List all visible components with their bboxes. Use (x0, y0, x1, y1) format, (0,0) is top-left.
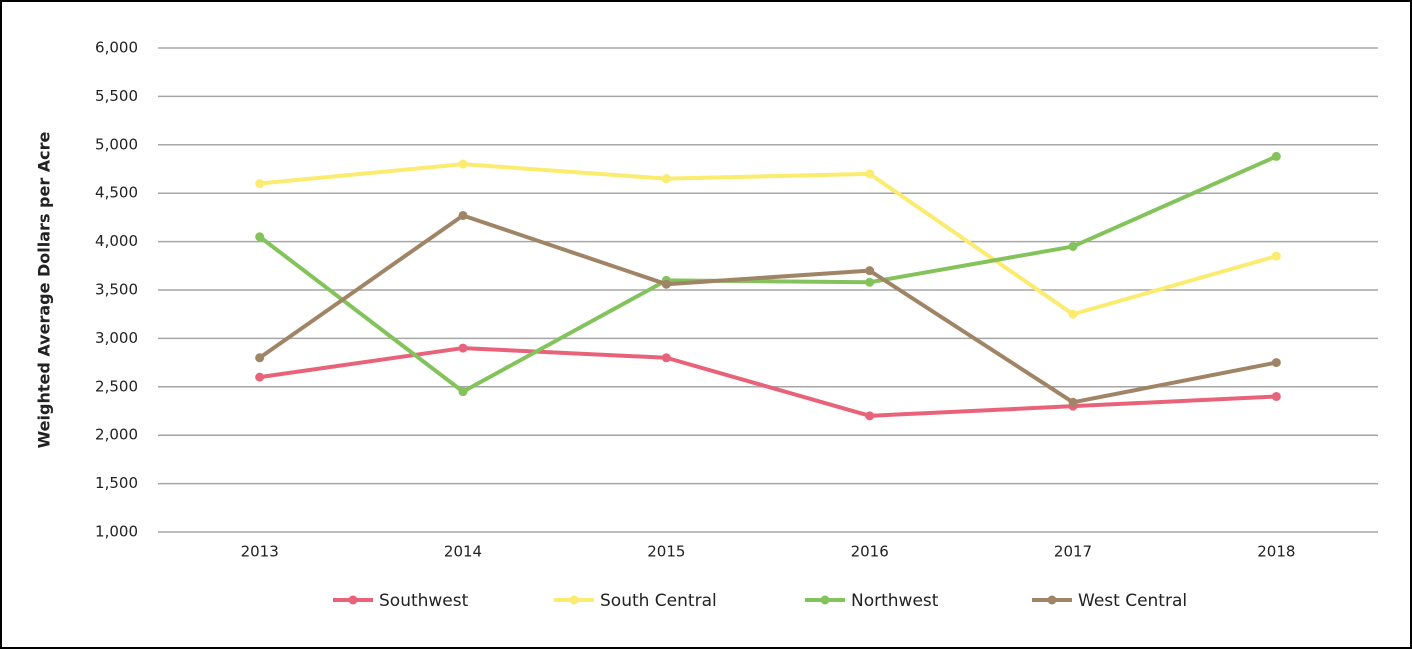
legend-label: Southwest (379, 591, 469, 611)
point (458, 210, 468, 220)
point (1271, 251, 1281, 261)
point (661, 353, 671, 363)
point (458, 387, 468, 397)
point (1068, 241, 1078, 251)
y-tick-label: 5,000 (95, 135, 138, 153)
legend-label: South Central (600, 591, 717, 611)
y-tick-label: 2,500 (95, 377, 138, 395)
legend-marker (348, 595, 358, 605)
point (865, 266, 875, 276)
point (255, 372, 265, 382)
point (865, 169, 875, 179)
x-tick-label: 2016 (851, 543, 889, 561)
y-tick-label: 6,000 (95, 39, 138, 57)
y-tick-label: 1,000 (95, 523, 138, 541)
point (865, 277, 875, 287)
y-tick-label: 4,500 (95, 184, 138, 202)
point (458, 343, 468, 353)
x-tick-label: 2015 (647, 543, 685, 561)
point (1271, 391, 1281, 401)
series-line (259, 162, 1277, 317)
point (865, 411, 875, 421)
point (1271, 151, 1281, 161)
y-tick-label: 2,000 (95, 426, 138, 444)
point (255, 353, 265, 363)
point (1271, 358, 1281, 368)
x-tick-label: 2013 (241, 543, 279, 561)
x-tick-label: 2018 (1257, 543, 1295, 561)
point (661, 174, 671, 184)
legend-label: West Central (1078, 591, 1187, 611)
x-tick-label: 2014 (444, 543, 482, 561)
x-tick-label: 2017 (1054, 543, 1092, 561)
y-tick-label: 3,500 (95, 281, 138, 299)
series-line (258, 154, 1278, 394)
y-axis-label: Weighted Average Dollars per Acre (35, 131, 54, 448)
y-tick-label: 3,000 (95, 329, 138, 347)
y-tick-label: 4,000 (95, 232, 138, 250)
point (661, 279, 671, 289)
point (458, 159, 468, 169)
point (1068, 309, 1078, 319)
series-line (259, 346, 1277, 418)
series-line (258, 213, 1277, 405)
legend-marker (569, 595, 579, 605)
point (255, 232, 265, 242)
point (1068, 397, 1078, 407)
y-tick-label: 1,500 (95, 474, 138, 492)
y-tick-label: 5,500 (95, 87, 138, 105)
legend-marker (1047, 595, 1057, 605)
legend-marker (820, 595, 830, 605)
legend-label: Northwest (851, 591, 939, 611)
point (255, 179, 265, 189)
